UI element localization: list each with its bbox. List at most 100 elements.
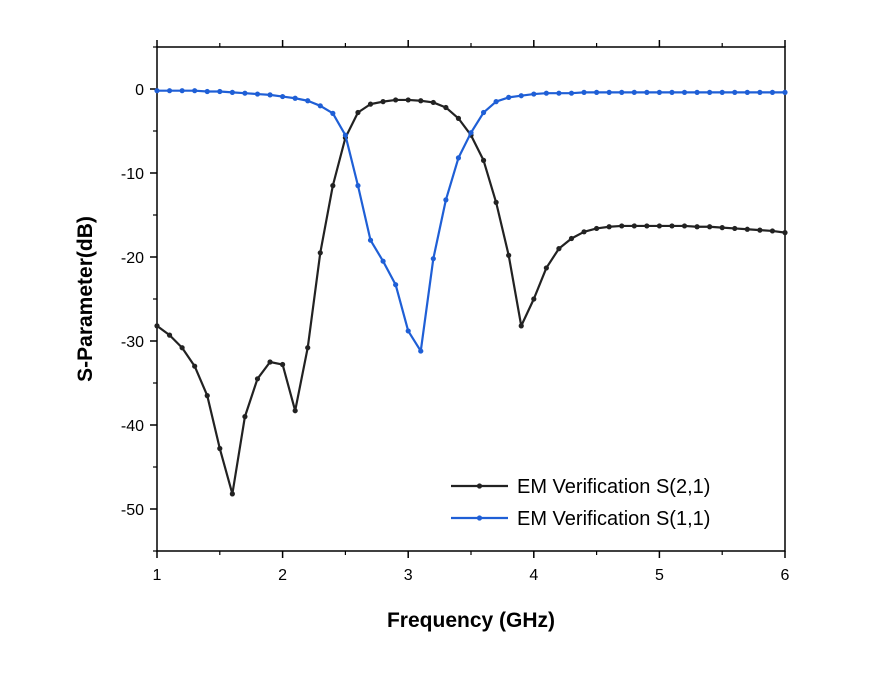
data-point	[217, 445, 223, 452]
data-point	[480, 157, 487, 163]
data-point	[280, 93, 286, 100]
data-point	[305, 98, 311, 104]
y-tick-label: -30	[121, 334, 144, 351]
x-axis-title: Frequency (GHz)	[387, 609, 555, 632]
data-point	[568, 90, 575, 96]
data-point	[242, 90, 248, 96]
data-point	[506, 252, 512, 258]
data-point	[732, 225, 738, 232]
series-layer	[154, 88, 788, 497]
data-point	[179, 88, 185, 94]
data-point	[166, 88, 173, 94]
data-point	[707, 89, 713, 95]
data-point	[556, 90, 562, 96]
data-point	[267, 92, 273, 98]
data-point	[719, 89, 725, 95]
data-point	[367, 237, 374, 243]
data-point	[757, 227, 763, 233]
x-tick-label: 5	[655, 567, 664, 584]
data-point	[192, 88, 198, 94]
data-point	[744, 226, 750, 232]
data-point	[430, 256, 436, 262]
data-point	[166, 332, 173, 338]
data-point	[204, 393, 210, 399]
x-tick-label: 6	[781, 567, 790, 584]
data-point	[769, 228, 776, 234]
data-point	[732, 89, 738, 95]
data-point	[757, 89, 763, 95]
legend-label: EM Verification S(2,1)	[517, 476, 710, 498]
data-point	[217, 88, 223, 95]
y-axis-ticks: 0 -10 -20 -30 -40 -50	[121, 46, 157, 552]
data-point	[380, 99, 386, 105]
legend-label: EM Verification S(1,1)	[517, 508, 710, 530]
x-tick-label: 1	[153, 567, 162, 584]
data-point	[493, 199, 499, 205]
data-point	[229, 491, 235, 497]
x-tick-label: 4	[529, 567, 538, 584]
series-line	[157, 89, 785, 353]
data-point	[480, 109, 487, 116]
data-point	[518, 93, 524, 99]
data-point	[606, 89, 612, 95]
data-point	[694, 89, 700, 95]
data-point	[769, 89, 776, 95]
x-tick-label: 2	[278, 567, 287, 584]
legend: EM Verification S(2,1) EM Verification S(…	[451, 476, 710, 530]
data-point	[782, 89, 788, 95]
data-point	[405, 328, 411, 334]
y-tick-label: -20	[121, 250, 144, 267]
data-point	[518, 323, 524, 329]
data-point	[443, 104, 449, 111]
data-point	[619, 223, 625, 229]
data-point	[330, 110, 336, 116]
legend-swatch-marker	[476, 483, 483, 489]
data-point	[556, 246, 562, 252]
data-point	[393, 97, 399, 103]
data-point	[568, 235, 575, 242]
x-tick-label: 3	[404, 567, 413, 584]
data-point	[292, 95, 298, 101]
legend-swatch-marker	[476, 515, 483, 521]
data-point	[631, 89, 637, 95]
data-point	[681, 223, 688, 229]
data-point	[204, 88, 210, 95]
data-point	[681, 89, 688, 95]
data-point	[380, 258, 386, 264]
data-point	[669, 89, 675, 95]
data-point	[707, 224, 713, 230]
data-point	[367, 101, 374, 107]
data-point	[154, 88, 160, 94]
data-point	[581, 229, 587, 235]
data-point	[455, 155, 462, 161]
data-point	[455, 115, 462, 121]
data-point	[669, 223, 675, 229]
data-point	[644, 89, 650, 95]
series-line	[156, 98, 786, 495]
data-point	[656, 223, 663, 229]
data-point	[719, 225, 725, 231]
series-2	[154, 88, 788, 354]
y-tick-label: 0	[135, 82, 144, 99]
data-point	[531, 296, 537, 302]
data-point	[342, 132, 348, 138]
data-point	[305, 345, 311, 351]
x-axis-ticks: 1 2 3 4 5 6	[153, 40, 790, 584]
data-point	[543, 265, 549, 271]
data-point	[393, 282, 399, 288]
y-tick-label: -50	[121, 502, 144, 519]
data-point	[179, 345, 185, 351]
data-point	[418, 348, 424, 354]
data-point	[782, 230, 788, 236]
y-axis-title: S-Parameter(dB)	[74, 216, 97, 382]
data-point	[594, 89, 600, 95]
data-point	[594, 225, 600, 232]
data-point	[405, 97, 411, 103]
data-point	[656, 89, 663, 95]
data-point	[292, 408, 298, 414]
data-point	[543, 90, 549, 96]
data-point	[581, 89, 587, 95]
data-point	[192, 363, 198, 369]
data-point	[694, 224, 700, 230]
